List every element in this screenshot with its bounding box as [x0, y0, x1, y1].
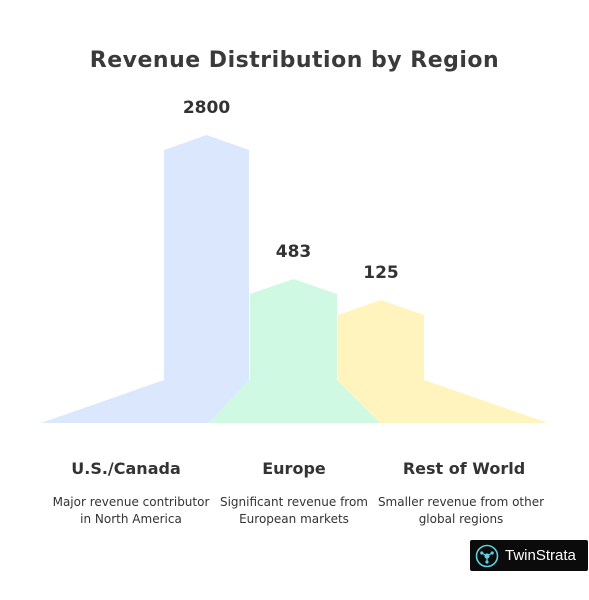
value-label-rest-of-world: 125	[363, 263, 399, 283]
category-description-rest-of-world: Smaller revenue from other global region…	[377, 495, 545, 526]
chart-floor	[41, 380, 548, 423]
category-label-europe: Europe	[262, 459, 326, 478]
bar-rest-of-world	[338, 300, 424, 380]
bar-europe	[250, 279, 337, 380]
value-label-us-canada: 2800	[183, 98, 230, 118]
category-description-us-canada: Major revenue contributor in North Ameri…	[52, 495, 210, 526]
value-label-group: 2800 483 125	[183, 98, 399, 283]
floor-segment-rest-of-world	[337, 380, 548, 423]
floor-segment-us-canada	[41, 380, 249, 423]
brand-badge: TwinStrata	[470, 540, 588, 571]
category-label-rest-of-world: Rest of World	[402, 459, 526, 478]
bar-group	[164, 135, 424, 380]
bar-us-canada	[164, 135, 249, 380]
floor-segment-europe	[209, 380, 380, 423]
category-description-europe: Significant revenue from European market…	[219, 495, 368, 526]
brand-name: TwinStrata	[505, 547, 576, 564]
value-label-europe: 483	[276, 242, 312, 262]
category-label-us-canada: U.S./Canada	[71, 459, 181, 478]
chart-title: Revenue Distribution by Region	[89, 48, 500, 73]
twinstrata-logo-icon	[475, 544, 499, 567]
